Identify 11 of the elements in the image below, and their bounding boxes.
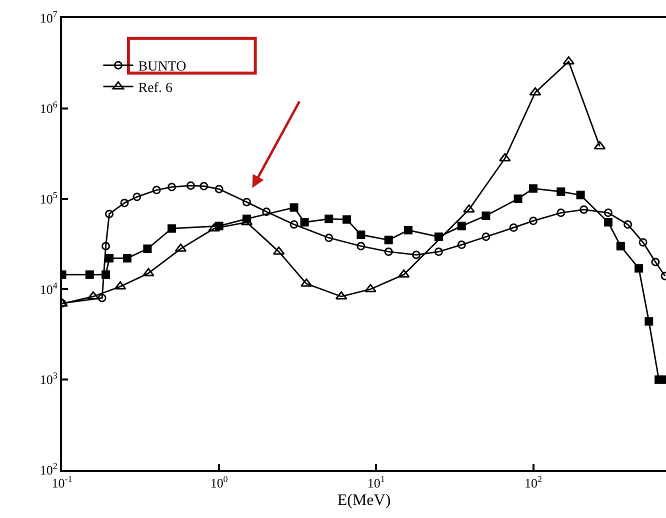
x-axis-title: E(MeV) bbox=[337, 492, 391, 509]
x-tick-label: 10$^{1}$ bbox=[367, 474, 385, 491]
legend-label: Ref. 6 bbox=[138, 80, 172, 96]
y-tick-label: 10$^{6}$ bbox=[40, 99, 58, 116]
legend-label: BUNTO bbox=[138, 60, 186, 75]
y-tick-label: 10$^{7}$ bbox=[40, 9, 58, 26]
y-tick-label: 10$^{4}$ bbox=[40, 280, 58, 297]
x-tick-label: 10$^{0}$ bbox=[210, 474, 228, 491]
y-tick-label: 10$^{5}$ bbox=[40, 190, 58, 206]
y-tick-label: 10$^{3}$ bbox=[40, 370, 58, 388]
x-tick-label: 10$^{2}$ bbox=[524, 474, 542, 491]
